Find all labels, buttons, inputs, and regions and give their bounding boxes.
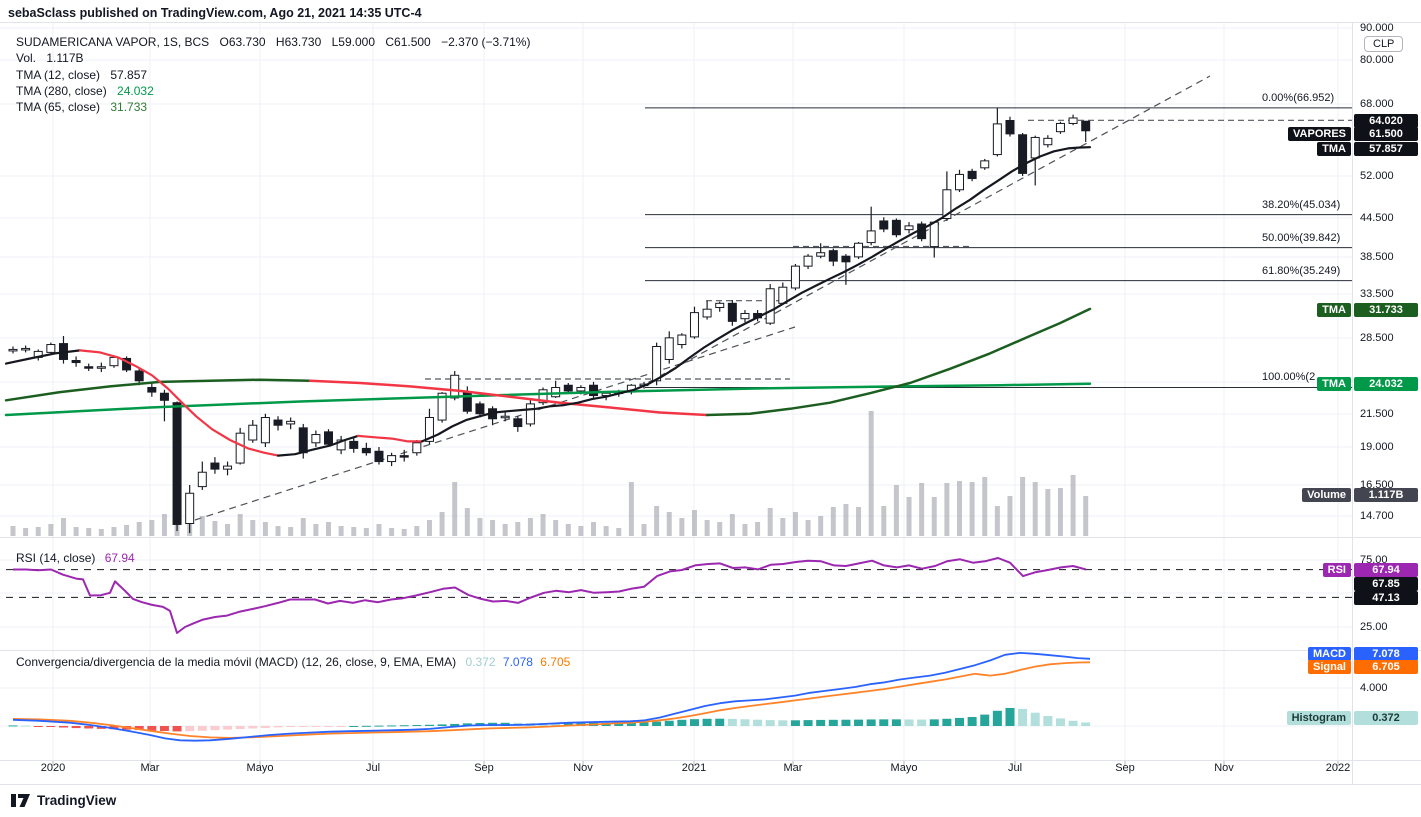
volume-row: Vol. 1.117B: [16, 50, 537, 66]
tradingview-logo[interactable]: TradingView: [10, 791, 116, 810]
indicator-name-badge: Volume: [1302, 488, 1351, 502]
rsi-title: RSI (14, close): [16, 551, 96, 565]
fib-level-label: 0.00%(66.952): [1262, 91, 1335, 104]
time-axis-label[interactable]: Mar: [140, 762, 160, 774]
indicator-name-badge: TMA: [1317, 377, 1351, 391]
fib-level-label: 50.00%(39.842): [1262, 231, 1341, 244]
volume-value: 1.117B: [46, 51, 84, 66]
indicator-name-badge: TMA: [1317, 303, 1351, 317]
currency-badge[interactable]: CLP: [1364, 36, 1404, 52]
indicator-name-badge: RSI: [1322, 563, 1351, 577]
tradingview-logo-text: TradingView: [37, 793, 117, 808]
fib-level-label: 100.00%(2: [1262, 371, 1316, 384]
main-legend[interactable]: SUDAMERICANA VAPOR, 1S, BCS O63.730 H63.…: [16, 34, 537, 115]
axis-value-badge: 67.85: [1354, 576, 1418, 591]
macd-hist-value: 0.372: [465, 655, 496, 669]
axis-value-badge: 6.705: [1354, 660, 1418, 674]
indicator-name-badge: MACD: [1308, 647, 1351, 661]
indicator-name-badge: Histogram: [1286, 711, 1351, 725]
price-axis-label[interactable]: 19.000: [1360, 441, 1394, 453]
price-axis-label[interactable]: 25.00: [1360, 621, 1388, 633]
ohlc-high: H63.730: [275, 35, 322, 49]
rsi-legend[interactable]: RSI (14, close) 67.94: [16, 551, 135, 565]
macd-signal-value: 6.705: [540, 655, 571, 669]
time-axis-label[interactable]: 2020: [40, 762, 66, 774]
time-axis-label[interactable]: Nov: [573, 762, 593, 774]
tma280-value: 24.032: [117, 83, 154, 98]
axis-value-badge: 24.032: [1354, 377, 1418, 391]
symbol-row: SUDAMERICANA VAPOR, 1S, BCS O63.730 H63.…: [16, 34, 537, 50]
price-axis-label[interactable]: 68.000: [1360, 98, 1394, 110]
axis-value-badge: 1.117B: [1354, 488, 1418, 502]
axis-value-badge: 31.733: [1354, 303, 1418, 317]
tma12-row: TMA (12, close) 57.857: [16, 67, 537, 83]
macd-title: Convergencia/divergencia de la media móv…: [16, 655, 457, 669]
macd-line-value: 7.078: [502, 655, 533, 669]
axis-value-badge: 57.857: [1354, 142, 1418, 156]
ohlc-low: L59.000: [331, 35, 376, 49]
time-axis-label[interactable]: Mayo: [890, 762, 918, 774]
volume-label: Vol.: [16, 51, 37, 66]
price-axis-label[interactable]: 90.000: [1360, 22, 1394, 34]
fib-level-label: 38.20%(45.034): [1262, 198, 1341, 211]
time-axis-label[interactable]: 2021: [681, 762, 707, 774]
fib-level-label: 61.80%(35.249): [1262, 264, 1341, 277]
price-axis-label[interactable]: 28.500: [1360, 332, 1394, 344]
ohlc-close: C61.500: [385, 35, 431, 49]
price-axis-label[interactable]: 21.500: [1360, 408, 1394, 420]
rsi-value: 67.94: [104, 551, 135, 565]
publish-header: sebaSclass published on TradingView.com,…: [8, 6, 422, 20]
tma280-row: TMA (280, close) 24.032: [16, 83, 537, 99]
price-axis-label[interactable]: 33.500: [1360, 288, 1394, 300]
time-axis-label[interactable]: Sep: [474, 762, 494, 774]
axis-value-badge: 67.94: [1354, 563, 1418, 577]
tma12-value: 57.857: [110, 67, 148, 82]
tma65-label: TMA (65, close): [16, 100, 101, 115]
macd-legend[interactable]: Convergencia/divergencia de la media móv…: [16, 655, 570, 669]
time-axis-label[interactable]: 2022: [1325, 762, 1351, 774]
price-axis-label[interactable]: 4.000: [1360, 682, 1388, 694]
price-axis-label[interactable]: 80.000: [1360, 54, 1394, 66]
tma65-value: 31.733: [110, 100, 148, 115]
tma12-label: TMA (12, close): [16, 67, 101, 82]
axis-value-badge: 0.372: [1354, 711, 1418, 725]
tradingview-logo-icon: [11, 794, 30, 807]
price-axis-label[interactable]: 52.000: [1360, 170, 1394, 182]
ohlc-open: O63.730: [219, 35, 266, 49]
tma280-label: TMA (280, close): [16, 83, 107, 98]
symbol-title: SUDAMERICANA VAPOR, 1S, BCS: [16, 35, 210, 49]
tma65-row: TMA (65, close) 31.733: [16, 99, 537, 115]
axis-value-badge: 64.020: [1354, 114, 1418, 128]
axis-value-badge: 7.078: [1354, 647, 1418, 661]
axis-value-badge: 47.13: [1354, 590, 1418, 605]
time-axis-label[interactable]: Sep: [1115, 762, 1135, 774]
indicator-name-badge: VAPORES: [1288, 127, 1351, 141]
indicator-name-badge: Signal: [1307, 660, 1351, 674]
time-axis-label[interactable]: Mar: [783, 762, 803, 774]
time-axis-label[interactable]: Mayo: [246, 762, 274, 774]
author-name: sebaSclass published on TradingView.com,…: [8, 6, 422, 20]
price-axis-label[interactable]: 44.500: [1360, 212, 1394, 224]
price-axis-label[interactable]: 14.700: [1360, 510, 1394, 522]
price-change: −2.370 (−3.71%): [441, 35, 531, 49]
axis-value-badge: 61.500: [1354, 127, 1418, 141]
time-axis-label[interactable]: Jul: [365, 762, 381, 774]
indicator-name-badge: TMA: [1317, 142, 1351, 156]
time-axis-label[interactable]: Jul: [1007, 762, 1023, 774]
time-axis-label[interactable]: Nov: [1214, 762, 1234, 774]
price-axis-label[interactable]: 38.500: [1360, 251, 1394, 263]
